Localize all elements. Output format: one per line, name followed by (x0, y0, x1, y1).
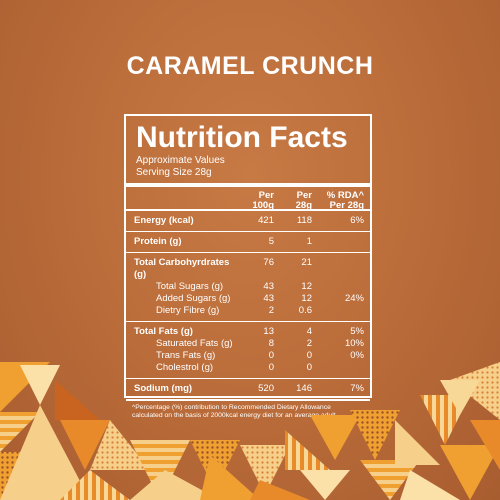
nutrition-facts-panel: Nutrition Facts Approximate Values Servi… (124, 114, 372, 419)
divider (126, 378, 370, 379)
nutrient-row-sodium: Sodium (mg) 520 146 7% (134, 383, 364, 394)
column-headers: Per 100g Per 28g % RDA^ Per 28g (126, 187, 370, 211)
approximate-values-note: Approximate Values (136, 155, 225, 166)
col-per-28g: Per 28g (295, 190, 312, 211)
col-per-100g: Per 100g (252, 190, 274, 211)
divider (126, 252, 370, 253)
divider (126, 321, 370, 322)
serving-size: Serving Size 28g (136, 167, 212, 178)
divider (126, 183, 370, 187)
nutrient-row-added-sugars: Added Sugars (g) 43 12 24% (156, 293, 364, 304)
geometric-pattern-decoration (0, 362, 500, 500)
nutrient-row-trans-fats: Trans Fats (g) 0 0 0% (156, 350, 364, 361)
col-rda: % RDA^ Per 28g (326, 190, 364, 211)
nutrient-row-saturated-fats: Saturated Fats (g) 8 2 10% (156, 338, 364, 349)
nutrient-row-energy: Energy (kcal) 421 118 6% (134, 215, 364, 226)
nutrition-facts-heading: Nutrition Facts (136, 121, 348, 154)
rda-footnote: ^Percentage (%) contribution to Recommen… (132, 404, 336, 419)
nutrient-row-total-fats: Total Fats (g) 13 4 5% (134, 326, 364, 337)
nutrient-row-dietary-fibre: Dietry Fibre (g) 2 0.6 (156, 305, 312, 316)
nutrient-row-carbohydrates: Total Carbohyrdrates (g) 76 21 (134, 257, 312, 280)
divider (126, 209, 370, 211)
nutrient-row-protein: Protein (g) 5 1 (134, 236, 312, 247)
nutrient-row-total-sugars: Total Sugars (g) 43 12 (156, 281, 312, 292)
nutrient-row-cholesterol: Cholestrol (g) 0 0 (156, 362, 312, 373)
divider (126, 399, 370, 401)
product-title: CARAMEL CRUNCH (126, 52, 374, 80)
divider (126, 231, 370, 232)
